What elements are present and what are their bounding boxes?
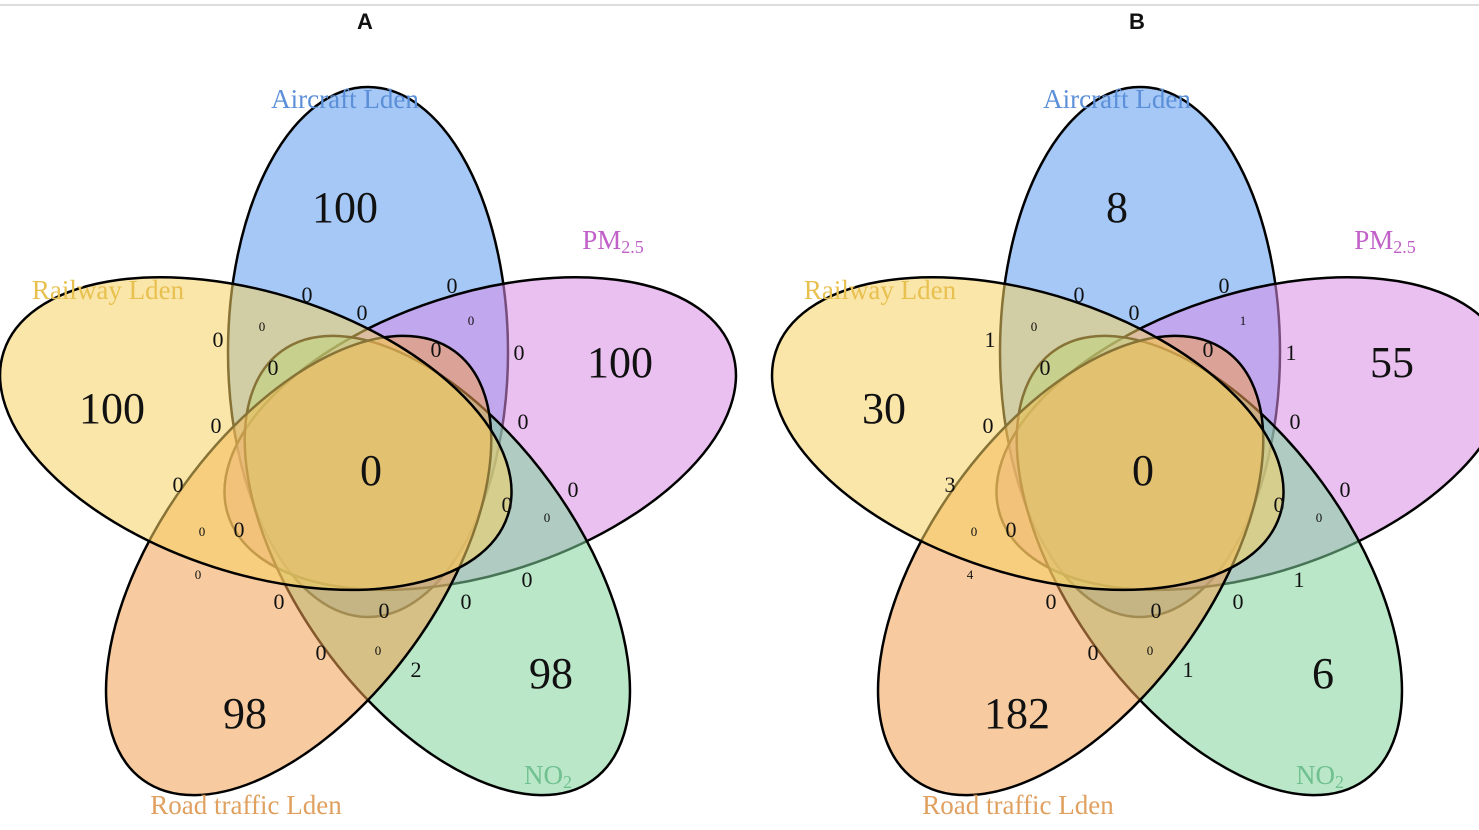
set-label-text: Road traffic Lden [922,790,1114,820]
set-label-text: PM [1354,225,1393,255]
region-count: 0 [213,327,224,352]
region-count: 0 [1046,589,1057,614]
region-count: 0 [1151,598,1162,623]
region-count: 0 [302,282,313,307]
region-count: 98 [529,649,573,698]
region-count: 1 [1240,313,1247,328]
region-count: 2 [411,657,422,682]
region-count: 0 [1031,319,1038,334]
set-label: Aircraft Lden [271,84,419,114]
set-label: Railway Lden [32,275,185,305]
set-label: Road traffic Lden [922,790,1114,820]
set-label: NO2 [524,760,572,792]
region-count: 0 [259,319,266,334]
region-count: 3 [945,472,956,497]
set-label-text: PM [582,225,621,255]
region-count: 0 [1340,477,1351,502]
region-count: 0 [360,446,382,495]
set-label-text: Aircraft Lden [271,84,419,114]
region-count: 0 [195,567,202,582]
region-count: 0 [357,300,368,325]
region-count: 0 [1219,273,1230,298]
set-label-text: NO [524,760,563,790]
set-label-text: NO [1296,760,1335,790]
region-count: 0 [1129,300,1140,325]
set-label-text: Railway Lden [32,275,185,305]
region-count: 8 [1106,183,1128,232]
panel-title: B [1129,9,1145,34]
region-count: 0 [211,413,222,438]
region-count: 0 [1274,492,1285,517]
region-count: 0 [1316,510,1323,525]
region-count: 0 [1040,355,1051,380]
set-label-sub: 2 [563,772,572,792]
region-count: 0 [544,510,551,525]
panel-title: A [357,9,373,34]
region-count: 0 [468,313,475,328]
region-count: 0 [971,524,978,539]
region-count: 0 [1233,589,1244,614]
set-label: Railway Lden [804,275,957,305]
region-count: 0 [173,472,184,497]
region-count: 0 [1088,640,1099,665]
region-count: 30 [862,384,906,433]
region-count: 0 [568,477,579,502]
region-count: 55 [1370,338,1414,387]
region-count: 0 [461,589,472,614]
region-count: 0 [199,524,206,539]
region-count: 0 [447,273,458,298]
region-count: 182 [984,689,1050,738]
region-count: 0 [316,640,327,665]
venn-panel: B Aircraft Lden PM2.5 NO2 Road traffic Lden R… [770,9,1479,820]
set-label-text: Aircraft Lden [1043,84,1191,114]
region-count: 0 [522,567,533,592]
set-label-sub: 2.5 [1393,237,1416,257]
region-count: 0 [274,589,285,614]
region-count: 0 [1290,409,1301,434]
region-count: 6 [1312,649,1334,698]
region-count: 100 [312,183,378,232]
set-ellipse [770,275,1285,592]
region-count: 1 [1294,567,1305,592]
region-count: 4 [967,567,974,582]
region-count: 0 [234,517,245,542]
region-count: 0 [375,643,382,658]
region-count: 0 [1132,446,1154,495]
region-count: 1 [1183,657,1194,682]
region-count: 0 [379,598,390,623]
set-ellipse [0,275,513,592]
set-label-sub: 2.5 [621,237,644,257]
region-count: 0 [431,337,442,362]
region-count: 0 [1006,517,1017,542]
region-count: 0 [1203,337,1214,362]
region-count: 100 [587,338,653,387]
set-label: NO2 [1296,760,1344,792]
region-count: 98 [223,689,267,738]
set-label: PM2.5 [1354,225,1416,257]
region-count: 0 [514,340,525,365]
region-count: 1 [1286,340,1297,365]
set-label: Road traffic Lden [150,790,342,820]
region-count: 100 [79,384,145,433]
region-count: 0 [983,413,994,438]
set-label: PM2.5 [582,225,644,257]
set-label-text: Road traffic Lden [150,790,342,820]
set-label-text: Railway Lden [804,275,957,305]
region-count: 0 [1074,282,1085,307]
set-label: Aircraft Lden [1043,84,1191,114]
set-label-sub: 2 [1335,772,1344,792]
region-count: 0 [502,492,513,517]
region-count: 0 [518,409,529,434]
region-count: 0 [268,355,279,380]
region-count: 1 [985,327,996,352]
region-count: 0 [1147,643,1154,658]
